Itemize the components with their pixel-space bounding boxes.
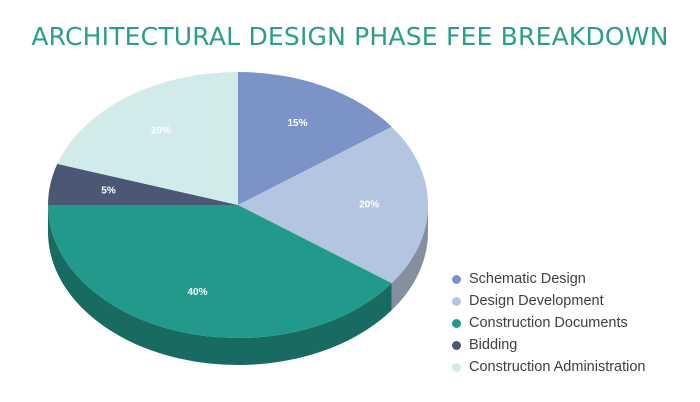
legend-label: Bidding bbox=[469, 337, 518, 353]
pie-slice-design-development[interactable] bbox=[238, 126, 429, 284]
pie-slice-construction-documents[interactable] bbox=[48, 205, 392, 339]
legend-swatch-icon bbox=[452, 362, 461, 372]
chart-title: ARCHITECTURAL DESIGN PHASE FEE BREAKDOWN bbox=[31, 22, 669, 51]
legend-swatch-icon bbox=[452, 340, 461, 350]
pie-slice-schematic-design[interactable] bbox=[238, 72, 392, 205]
legend-item-design-development[interactable]: Design Development bbox=[452, 290, 646, 312]
legend-label: Construction Administration bbox=[469, 359, 646, 375]
legend-swatch-icon bbox=[452, 274, 461, 284]
legend-item-construction-documents[interactable]: Construction Documents bbox=[452, 312, 646, 334]
legend-item-construction-administration[interactable]: Construction Administration bbox=[452, 356, 646, 378]
legend-label: Construction Documents bbox=[469, 315, 628, 331]
pie-slice-construction-administration[interactable] bbox=[57, 72, 238, 205]
pie-slice-bidding[interactable] bbox=[48, 163, 238, 205]
pie-labels: 15% 20% 40% 5% 20% bbox=[101, 118, 379, 298]
slice-label-construction-documents: 40% bbox=[187, 287, 207, 298]
legend-swatch-icon bbox=[452, 318, 461, 328]
pie-side-design-development bbox=[391, 205, 428, 311]
legend-swatch-icon bbox=[452, 296, 461, 306]
slice-label-bidding: 5% bbox=[101, 185, 116, 196]
legend-label: Design Development bbox=[469, 293, 604, 309]
legend: Schematic Design Design Development Constr… bbox=[452, 268, 646, 378]
slice-label-design-development: 20% bbox=[359, 200, 379, 211]
pie-slices bbox=[48, 72, 429, 339]
slice-label-schematic-design: 15% bbox=[288, 118, 308, 129]
legend-label: Schematic Design bbox=[469, 271, 586, 287]
legend-item-schematic-design[interactable]: Schematic Design bbox=[452, 268, 646, 290]
slice-label-construction-administration: 20% bbox=[151, 125, 171, 136]
pie-side-construction-documents bbox=[48, 205, 392, 366]
legend-item-bidding[interactable]: Bidding bbox=[452, 334, 646, 356]
pie-sides bbox=[48, 205, 428, 366]
